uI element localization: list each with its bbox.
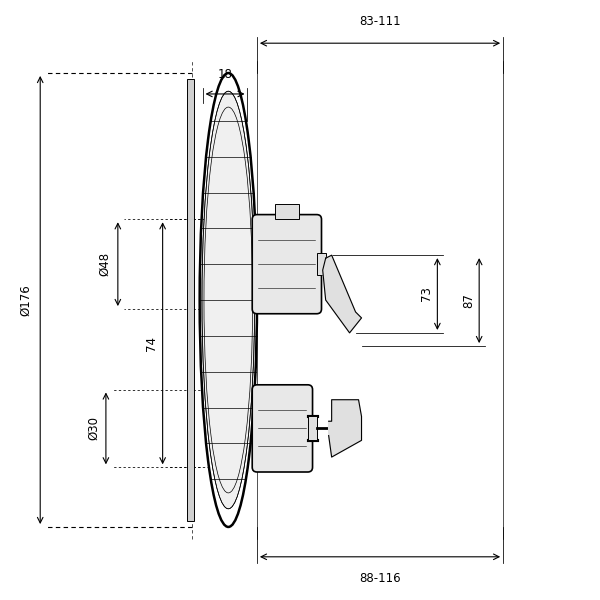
Text: 87: 87 xyxy=(462,293,475,308)
Bar xyxy=(275,205,299,220)
Text: 18: 18 xyxy=(218,68,232,81)
Polygon shape xyxy=(329,400,362,457)
Text: 83-111: 83-111 xyxy=(359,15,401,28)
Text: 88-116: 88-116 xyxy=(359,572,401,585)
Polygon shape xyxy=(323,255,362,333)
Text: Ø48: Ø48 xyxy=(98,252,111,276)
Bar xyxy=(308,416,317,440)
Bar xyxy=(317,253,326,275)
Text: 74: 74 xyxy=(145,336,158,351)
Ellipse shape xyxy=(202,91,255,509)
Bar xyxy=(187,79,194,521)
Text: Ø30: Ø30 xyxy=(88,416,100,440)
FancyBboxPatch shape xyxy=(252,215,322,314)
FancyBboxPatch shape xyxy=(252,385,313,472)
Text: 73: 73 xyxy=(420,287,433,301)
Text: Ø176: Ø176 xyxy=(19,284,32,316)
